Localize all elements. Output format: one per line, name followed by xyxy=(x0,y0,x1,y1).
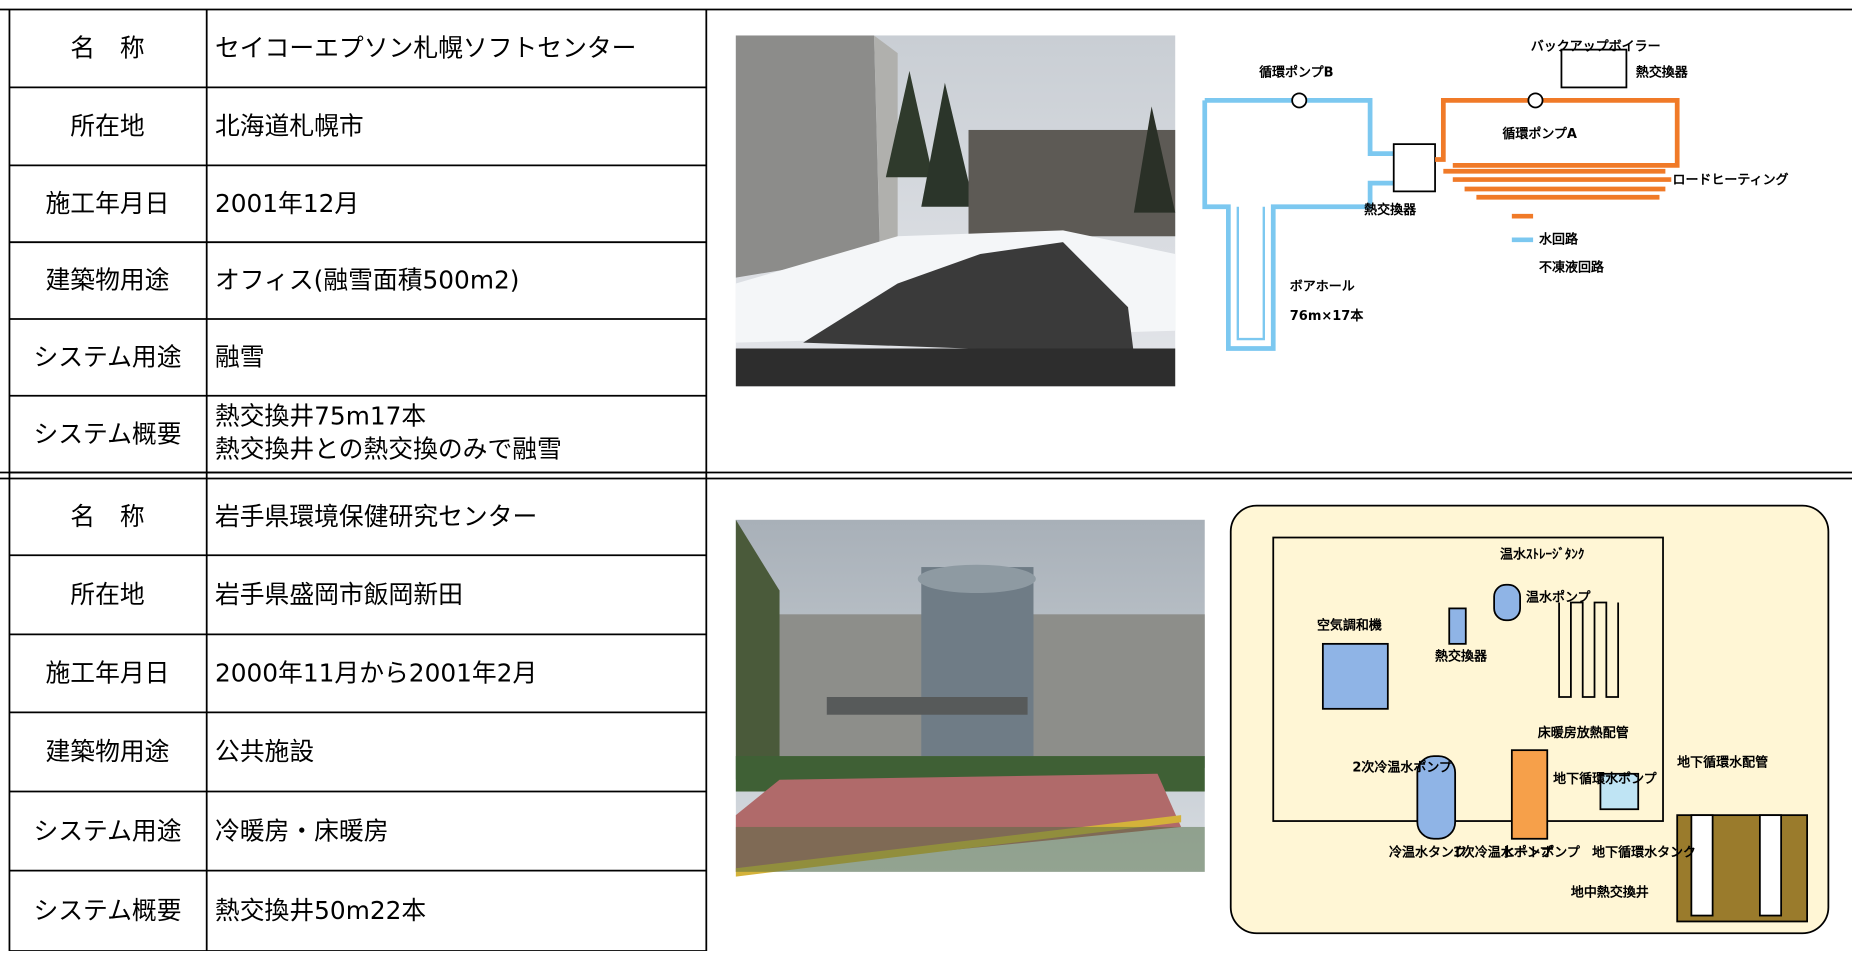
label-cell: 所在地 xyxy=(70,580,144,609)
diagram-label: 地下循環水ポンプ xyxy=(1553,771,1657,787)
diagram-label: 床暖房放熱配管 xyxy=(1538,725,1629,741)
label-cell: システム用途 xyxy=(33,816,181,845)
diagram-label: 1次冷温水ポンプ xyxy=(1453,844,1554,860)
diagram-label: バックアップボイラー xyxy=(1531,39,1661,55)
value-cell: 冷暖房・床暖房 xyxy=(215,816,389,845)
diagram-label: 地中熱交換井 xyxy=(1571,885,1649,901)
diagram-label: 循環ポンプB xyxy=(1259,65,1333,81)
diagram-label: 循環ポンプA xyxy=(1502,126,1577,142)
label-cell: 所在地 xyxy=(70,112,144,141)
value-cell: 公共施設 xyxy=(215,737,314,766)
diagram-label: 空気調和機 xyxy=(1317,618,1382,634)
diagram-label: 熱交換器 xyxy=(1364,202,1417,218)
label-cell: 名 称 xyxy=(70,502,144,531)
diagram-label: ヒートポンプ xyxy=(1502,844,1581,860)
photo-snow-road xyxy=(735,35,1176,387)
value-cell: 2001年12月 xyxy=(215,189,359,218)
diagram-label: 不凍液回路 xyxy=(1539,260,1605,276)
diagram-label: 地下循環水タンク xyxy=(1592,844,1696,860)
diagram-label: 冷温水タンク xyxy=(1389,844,1467,860)
diagram-label: 76m×17本 xyxy=(1290,308,1364,324)
label-cell: 施工年月日 xyxy=(45,189,169,218)
label-cell: システム用途 xyxy=(33,343,181,372)
diagram-label: 熱交換器 xyxy=(1435,648,1488,664)
diagram-heat-pump xyxy=(1229,504,1830,935)
value-cell: オフィス(融雪面積500m2) xyxy=(215,266,519,295)
label-cell: システム概要 xyxy=(33,419,181,448)
value-cell: 熱交換井50m22本 xyxy=(215,896,426,925)
diagram-label: 温水ポンプ xyxy=(1526,589,1592,605)
diagram-label: ボアホール xyxy=(1290,279,1355,295)
value-cell: 北海道札幌市 xyxy=(215,112,364,141)
diagram-label: 温水ｽﾄﾚｰｼﾞﾀﾝｸ xyxy=(1500,547,1585,563)
value-cell: セイコーエプソン札幌ソフトセンター xyxy=(215,34,637,63)
diagram-label: 水回路 xyxy=(1539,231,1579,247)
diagram-label: 地下循環水配管 xyxy=(1677,755,1768,771)
value-cell: 熱交換井との熱交換のみで融雪 xyxy=(215,435,562,464)
diagram-snow-melting xyxy=(1202,48,1680,351)
value-cell: 岩手県盛岡市飯岡新田 xyxy=(215,580,463,609)
value-cell: 融雪 xyxy=(215,343,265,372)
diagram-label: 2次冷温水ポンプ xyxy=(1352,759,1453,775)
label-cell: 建築物用途 xyxy=(45,266,169,295)
diagram-label: 熱交換器 xyxy=(1636,65,1689,81)
value-cell: 岩手県環境保健研究センター xyxy=(215,502,537,531)
value-cell: 熱交換井75m17本 xyxy=(215,402,426,431)
label-cell: 建築物用途 xyxy=(45,737,169,766)
table-borders xyxy=(0,8,1852,951)
label-cell: 施工年月日 xyxy=(45,659,169,688)
diagram-label: ロードヒーティング xyxy=(1672,172,1788,188)
label-cell: 名 称 xyxy=(70,34,144,63)
value-cell: 2000年11月から2001年2月 xyxy=(215,659,537,688)
photo-building xyxy=(735,519,1205,877)
label-cell: システム概要 xyxy=(33,896,181,925)
